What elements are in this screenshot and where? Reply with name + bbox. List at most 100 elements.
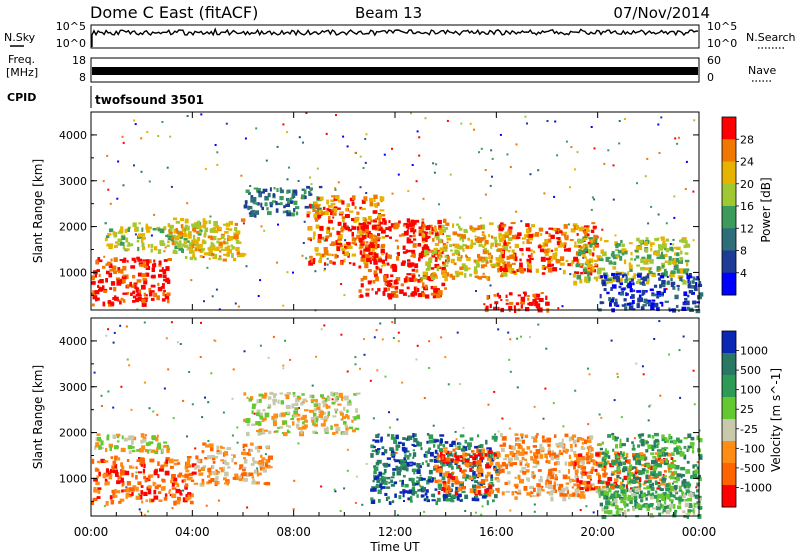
echo-cell	[109, 287, 113, 290]
echo-cell	[256, 409, 261, 413]
echo-cell	[532, 465, 538, 468]
echo-cell	[559, 492, 564, 497]
echo-cell	[112, 491, 116, 496]
echo-cell	[601, 441, 604, 445]
echo-cell	[446, 272, 450, 277]
echo-cell	[562, 269, 566, 275]
echo-cell	[639, 482, 642, 488]
echo-cell	[236, 251, 240, 255]
echo-cell	[227, 234, 230, 239]
echo-cell	[333, 206, 338, 210]
echo-cell	[560, 256, 565, 261]
data-speckle	[533, 405, 536, 408]
echo-cell	[125, 248, 130, 251]
echo-cell	[632, 506, 636, 512]
echo-cell	[565, 482, 570, 485]
echo-cell	[291, 212, 295, 217]
echo-cell	[624, 251, 628, 255]
echo-cell	[504, 234, 509, 238]
echo-cell	[433, 273, 437, 277]
echo-cell	[295, 398, 300, 403]
echo-cell	[511, 262, 516, 265]
echo-cell	[162, 291, 165, 297]
echo-cell	[131, 491, 134, 496]
echo-cell	[360, 225, 364, 230]
echo-cell	[553, 489, 557, 493]
echo-cell	[469, 273, 473, 277]
echo-cell	[400, 283, 404, 287]
echo-cell	[572, 492, 575, 497]
echo-cell	[655, 506, 661, 511]
echo-cell	[604, 450, 610, 455]
echo-cell	[469, 488, 474, 494]
echo-cell	[535, 268, 539, 273]
data-speckle	[673, 195, 676, 198]
echo-cell	[203, 240, 207, 245]
echo-cell	[656, 294, 660, 299]
echo-cell	[573, 451, 577, 455]
echo-cell	[136, 287, 140, 290]
echo-cell	[507, 264, 512, 268]
echo-cell	[653, 440, 657, 445]
data-speckle	[354, 151, 357, 154]
echo-cell	[471, 241, 474, 247]
data-speckle	[456, 331, 459, 334]
echo-cell	[425, 225, 428, 231]
echo-cell	[489, 461, 494, 466]
echo-cell	[250, 463, 255, 466]
echo-cell	[262, 394, 266, 399]
echo-cell	[252, 197, 257, 202]
echo-cell	[171, 494, 174, 498]
echo-cell	[373, 252, 376, 256]
echo-cell	[100, 440, 104, 446]
echo-cell	[416, 494, 419, 498]
echo-cell	[170, 478, 174, 481]
echo-cell	[654, 494, 658, 499]
echo-cell	[310, 399, 315, 402]
echo-cell	[692, 464, 695, 469]
echo-cell	[309, 239, 312, 242]
echo-cell	[291, 193, 296, 198]
echo-cell	[220, 235, 225, 239]
echo-cell	[109, 446, 112, 451]
echo-cell	[649, 465, 653, 471]
echo-cell	[676, 473, 682, 477]
echo-cell	[216, 445, 220, 450]
echo-cell	[319, 410, 324, 416]
echo-cell	[157, 249, 162, 254]
echo-cell	[109, 474, 113, 477]
echo-cell	[354, 243, 357, 246]
echo-cell	[588, 450, 591, 455]
echo-cell	[632, 487, 635, 490]
echo-cell	[287, 210, 291, 213]
echo-cell	[434, 236, 438, 239]
echo-cell	[592, 239, 597, 244]
echo-cell	[304, 409, 309, 412]
data-speckle	[598, 413, 601, 416]
echo-cell	[554, 474, 558, 479]
echo-cell	[412, 489, 416, 493]
echo-cell	[105, 447, 108, 452]
data-speckle	[305, 112, 308, 114]
echo-cell	[199, 255, 203, 258]
echo-cell	[400, 262, 406, 266]
data-speckle	[169, 135, 172, 138]
echo-cell	[416, 480, 420, 485]
echo-cell	[629, 288, 633, 293]
echo-cell	[528, 235, 533, 241]
echo-cell	[597, 256, 600, 261]
echo-cell	[262, 457, 266, 460]
freq-left-tick-top: 18	[72, 54, 86, 67]
echo-cell	[577, 240, 582, 244]
data-speckle	[587, 423, 590, 426]
echo-cell	[441, 455, 444, 461]
echo-cell	[530, 456, 534, 461]
echo-cell	[441, 270, 446, 273]
echo-cell	[278, 414, 282, 418]
echo-cell	[410, 240, 414, 244]
echo-cell	[521, 252, 524, 256]
echo-cell	[553, 434, 557, 438]
echo-cell	[358, 222, 364, 226]
echo-cell	[396, 245, 400, 250]
echo-cell	[316, 406, 321, 410]
